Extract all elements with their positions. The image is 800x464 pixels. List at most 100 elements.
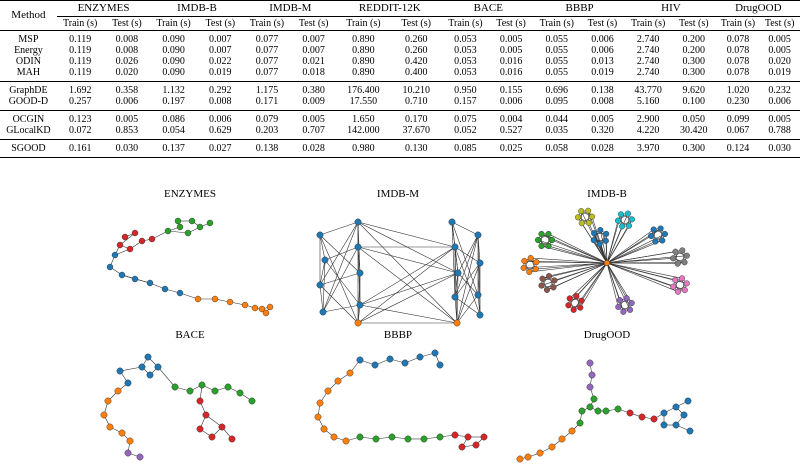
time-value: 30.420 [680, 125, 708, 136]
graph-edge [454, 272, 459, 298]
time-value: 0.053 [454, 67, 477, 78]
graph-node [320, 425, 328, 433]
graph-node [585, 219, 592, 226]
graph-edge [324, 246, 359, 261]
time-value: 0.130 [404, 143, 428, 154]
time-value: 0.025 [499, 143, 523, 154]
graph-node [578, 208, 585, 215]
graph-node [657, 225, 664, 232]
time-value: 0.005 [768, 114, 791, 125]
dataset-header: IMDB-M [243, 0, 338, 17]
time-value: 0.027 [209, 143, 232, 154]
enzymes-graph [106, 217, 274, 317]
time-value: 0.050 [682, 114, 706, 125]
time-value: 0.257 [68, 96, 92, 107]
graph-node [316, 281, 324, 289]
graph-node [211, 295, 219, 303]
graph-node [106, 263, 114, 271]
graph-node [474, 291, 482, 299]
test-col-header: Test (s) [112, 18, 142, 29]
graph-edge [451, 221, 479, 296]
graph-edge [357, 221, 456, 248]
graph-visualizations: ENZYMES IMDB-M IMDB-B BACE BBBP DrugOOD [100, 188, 694, 463]
graph-edge [167, 230, 189, 234]
graph-node [681, 287, 688, 294]
train-col-header: Train (s) [630, 18, 666, 29]
graph-node [480, 433, 488, 441]
graph-node [603, 230, 610, 237]
graph-edge [457, 234, 479, 274]
graph-node [321, 256, 329, 264]
graph-node [121, 233, 129, 241]
graph-node [251, 304, 259, 312]
graph-node [436, 361, 444, 369]
graph-node [590, 237, 597, 244]
graph-node [620, 308, 627, 315]
time-value: 0.078 [726, 67, 750, 78]
graph-node [196, 223, 204, 231]
imdb-b-graph [520, 207, 690, 315]
graph-node [670, 283, 677, 290]
graph-node [319, 308, 327, 316]
graph-node [628, 216, 635, 223]
time-value: 9.620 [682, 85, 706, 96]
time-value: 0.005 [302, 114, 325, 125]
test-col-header: Test (s) [764, 18, 795, 29]
graph-edge [454, 234, 479, 298]
graph-node [652, 238, 659, 245]
graph-node [545, 230, 552, 237]
test-col-header: Test (s) [496, 18, 526, 29]
time-value: 0.890 [352, 67, 375, 78]
graph-edge [319, 284, 324, 313]
time-value: 0.055 [545, 67, 569, 78]
graph-node [448, 218, 456, 226]
time-value: 1.132 [162, 85, 185, 96]
train-col-header: Train (s) [249, 18, 285, 29]
time-value: 0.420 [404, 56, 428, 67]
graph-node [675, 288, 682, 295]
graph-node [171, 383, 179, 391]
train-col-header: Train (s) [539, 18, 574, 29]
graph-node [573, 293, 580, 300]
graph-node [354, 243, 362, 251]
graph-node [146, 371, 154, 379]
graph-node [585, 207, 592, 214]
dataset-header: REDDIT-12K [337, 0, 443, 17]
graph-node [118, 429, 126, 437]
graph-node [124, 449, 132, 457]
graph-edge [606, 262, 621, 301]
graph-edge [322, 221, 359, 313]
graph-node [262, 309, 270, 317]
graph-edge [357, 272, 361, 324]
test-col-header: Test (s) [298, 18, 329, 29]
graph-node [454, 269, 462, 277]
time-value: 0.053 [454, 45, 477, 56]
graph-edge [454, 296, 481, 316]
graph-node [590, 395, 598, 403]
graph-node [372, 435, 380, 443]
graph-node [131, 275, 139, 283]
graph-edge [357, 246, 459, 274]
runtime-table: Method ENZYMES IMDB-B IMDB-M REDDIT-12K … [0, 0, 800, 158]
graph-node [575, 214, 582, 221]
graph-edge [357, 221, 459, 274]
graph-edge [606, 262, 674, 287]
time-value: 0.004 [499, 114, 523, 125]
graph-node [626, 409, 634, 417]
time-value: 0.006 [591, 34, 614, 45]
time-value: 0.300 [682, 56, 706, 67]
table-row: GraphDE 1.692 0.358 1.132 0.292 1.175 0.380 176… [0, 82, 800, 97]
time-value: 0.006 [591, 45, 614, 56]
graph-node [451, 293, 459, 301]
time-value: 0.055 [545, 34, 569, 45]
graph-edge [319, 221, 359, 286]
graph-node [535, 237, 542, 244]
graph-node [683, 252, 690, 259]
graph-node [346, 369, 354, 377]
graph-edge [454, 246, 459, 274]
graph-node [524, 453, 532, 461]
graph-node [324, 387, 332, 395]
time-value: 0.058 [545, 143, 569, 154]
time-value: 2.740 [636, 34, 660, 45]
graph-node [626, 222, 633, 229]
